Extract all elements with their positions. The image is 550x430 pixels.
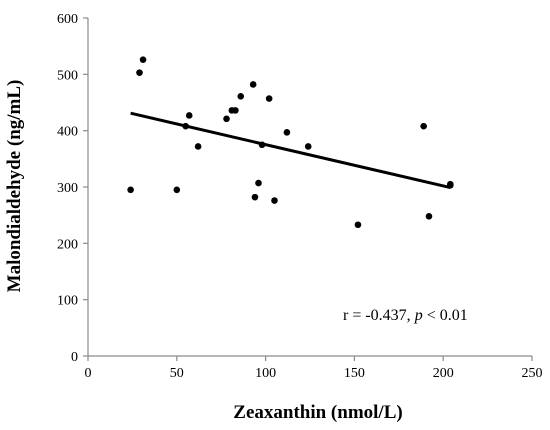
y-axis-ticks: 0 100 200 300 400 500 600	[57, 12, 88, 365]
x-tick-label: 100	[255, 366, 276, 381]
data-point	[271, 197, 278, 204]
correlation-annotation: r = -0.437, p < 0.01	[343, 307, 468, 324]
x-tick-label: 0	[85, 366, 92, 381]
data-point	[127, 186, 134, 194]
y-tick-label: 600	[57, 12, 78, 27]
data-point	[182, 122, 189, 130]
x-axis-title: Zeaxanthin (nmol/L)	[233, 402, 402, 423]
data-point	[232, 107, 239, 114]
data-point	[223, 115, 230, 123]
y-tick-label: 200	[57, 237, 78, 252]
data-point	[258, 141, 266, 149]
p-value: < 0.01	[427, 307, 468, 324]
y-tick-label: 100	[57, 294, 78, 309]
x-axis-ticks: 0 50 100 150 200 250	[85, 356, 543, 381]
x-tick-label: 50	[170, 366, 184, 381]
data-point	[447, 180, 454, 188]
data-point	[255, 179, 262, 187]
x-tick-label: 200	[433, 366, 454, 381]
data-point	[265, 95, 273, 102]
data-point	[136, 69, 143, 76]
data-point	[237, 93, 245, 100]
data-point	[249, 81, 257, 88]
r-value: r = -0.437,	[343, 307, 411, 324]
data-point	[354, 221, 362, 229]
data-points	[127, 56, 454, 229]
x-tick-label: 250	[522, 366, 543, 381]
x-tick-label: 150	[344, 366, 365, 381]
data-point	[304, 143, 312, 150]
y-tick-label: 300	[57, 181, 78, 196]
y-tick-label: 400	[57, 125, 78, 140]
data-point	[185, 112, 193, 119]
data-point	[425, 212, 433, 220]
trend-line	[130, 111, 451, 190]
y-axis-title: Malondialdehyde (ng/mL)	[4, 80, 25, 293]
data-point	[173, 186, 181, 194]
p-symbol: p	[414, 307, 423, 324]
y-tick-label: 500	[57, 68, 78, 83]
data-point	[139, 56, 147, 63]
y-tick-label: 0	[71, 350, 78, 365]
data-point	[251, 193, 259, 201]
data-point	[420, 122, 427, 130]
data-point	[194, 143, 202, 150]
data-point	[283, 129, 291, 136]
